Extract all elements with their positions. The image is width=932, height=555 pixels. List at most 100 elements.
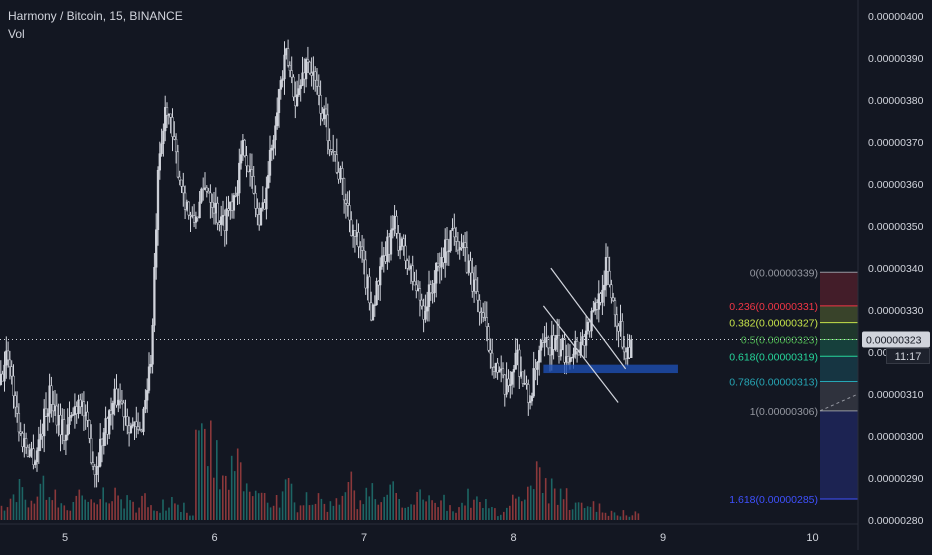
volume-bar — [174, 503, 176, 520]
volume-bar — [488, 508, 490, 520]
candle-body — [258, 214, 261, 226]
volume-bar — [90, 499, 92, 520]
candle-body — [380, 255, 384, 267]
candle-body — [472, 279, 476, 292]
volume-bar — [230, 455, 233, 520]
candle-body — [93, 466, 96, 475]
volume-bar — [129, 500, 131, 520]
candle-body — [205, 187, 208, 192]
volume-bar — [78, 489, 81, 520]
volume-bar — [383, 496, 385, 520]
candle-body — [301, 72, 304, 86]
candle-body — [530, 395, 534, 402]
volume-bar — [15, 502, 18, 520]
volume-bar — [27, 507, 30, 520]
candle-body — [306, 59, 310, 63]
volume-bar — [371, 483, 374, 520]
candle-body — [32, 448, 35, 465]
volume-bar — [216, 440, 218, 520]
price-tick-label: 0.00000400 — [868, 11, 924, 23]
volume-bar — [266, 502, 269, 520]
price-axis[interactable]: 0.00000400 0.00000390 0.00000380 0.00000370… — [857, 0, 930, 550]
candle-body — [433, 283, 436, 293]
volume-bar — [568, 510, 571, 520]
candle-body — [153, 267, 156, 326]
volume-bar — [604, 512, 607, 520]
volume-bar — [257, 493, 260, 520]
candle-body — [491, 352, 494, 368]
volume-bar — [503, 511, 505, 520]
candle-body — [424, 310, 427, 320]
volume-bar — [213, 477, 215, 520]
candle-body — [492, 366, 496, 372]
volume-bar — [132, 501, 134, 520]
volume-bar — [9, 498, 12, 520]
price-tick-label: 0.00000390 — [868, 53, 924, 65]
volume-bar — [6, 507, 9, 520]
candle-body — [545, 337, 548, 343]
volume-bar — [186, 512, 188, 520]
candle-body — [238, 162, 241, 194]
fib-zone — [820, 305, 858, 323]
volume-bar — [341, 495, 344, 520]
volume-bar — [326, 511, 329, 520]
candle-body — [384, 255, 387, 262]
candle-body — [498, 370, 501, 373]
price-tick-label: 0.00000300 — [868, 431, 924, 443]
volume-bar — [413, 504, 415, 520]
fibonacci-retracement[interactable]: 0(0.00000339) 0.236(0.00000331) 0.382(0.00… — [729, 267, 859, 506]
volume-bar — [93, 502, 95, 520]
volume-bar — [108, 503, 110, 520]
volume-bar — [571, 509, 574, 520]
volume-bar — [141, 495, 143, 520]
candle-body — [272, 139, 275, 149]
volume-indicator-label[interactable]: Vol — [8, 27, 25, 41]
volume-bar — [111, 501, 113, 520]
volume-bar — [410, 504, 412, 520]
candle-body — [155, 229, 158, 268]
candle-body — [554, 338, 557, 350]
volume-bar — [311, 504, 314, 520]
candle-body — [366, 276, 369, 289]
candle-body — [427, 284, 431, 307]
candle-body — [454, 236, 458, 242]
candle-body — [144, 399, 147, 410]
candle-body — [111, 403, 114, 415]
time-tick-label: 10 — [806, 532, 818, 544]
volume-bar — [81, 495, 83, 520]
volume-bar — [338, 504, 341, 520]
volume-bar — [455, 512, 457, 520]
candle-body — [462, 242, 465, 248]
candle-body — [539, 340, 543, 351]
time-tick-label: 9 — [660, 532, 666, 544]
volume-bar — [30, 500, 33, 520]
symbol-title[interactable]: Harmony / Bitcoin, 15, BINANCE — [8, 9, 183, 23]
candle-body — [624, 351, 628, 360]
candle-body — [538, 350, 541, 363]
candle-body — [588, 321, 591, 332]
candle-body — [422, 305, 425, 320]
candle-body — [131, 424, 134, 427]
candle-body — [324, 108, 328, 116]
volume-bar — [356, 509, 359, 520]
volume-bar — [374, 499, 377, 520]
candle-body — [350, 219, 353, 236]
volume-bar — [628, 516, 631, 520]
candle-body — [449, 230, 452, 251]
candle-body — [523, 383, 526, 385]
volume-bar — [422, 499, 424, 520]
candle-body — [90, 438, 93, 463]
volume-bar — [54, 489, 57, 520]
candle-body — [431, 292, 434, 294]
volume-bar — [425, 501, 427, 520]
candle-body — [566, 356, 570, 363]
time-axis[interactable]: 5 6 7 8 9 10 — [0, 523, 858, 544]
candle-body — [248, 169, 252, 172]
drawing-annotations[interactable] — [0, 267, 858, 403]
volume-bar — [350, 471, 353, 520]
candle-body — [379, 266, 382, 286]
volume-bar — [476, 496, 478, 520]
volume-bar — [595, 511, 598, 520]
